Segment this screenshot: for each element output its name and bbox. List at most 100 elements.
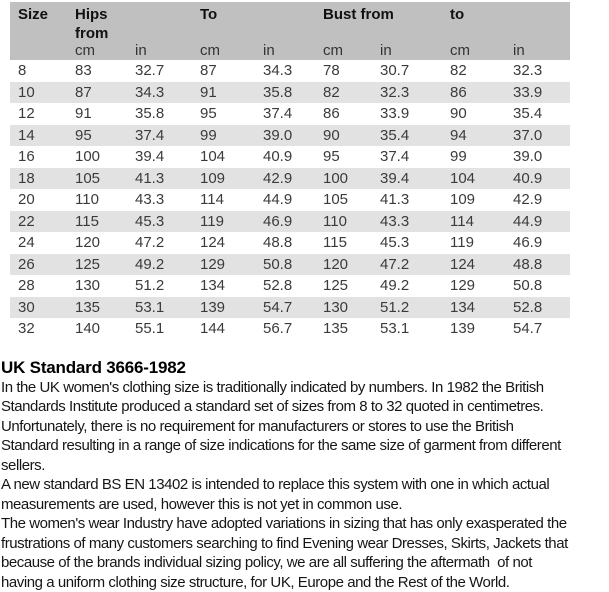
cell-hips-to-in: 40.9 [255,146,315,168]
cell-bust-to-cm: 86 [442,82,505,104]
cell-bust-from-cm: 115 [315,232,372,254]
cell-bust-to-in: 46.9 [505,232,570,254]
cell-hips-from-in: 53.1 [127,297,192,319]
cell-bust-to-cm: 109 [442,189,505,211]
cell-bust-to-cm: 104 [442,168,505,190]
cell-hips-from-in: 39.4 [127,146,192,168]
cell-hips-to-in: 35.8 [255,82,315,104]
cell-hips-to-cm: 144 [192,318,255,340]
cell-bust-from-cm: 135 [315,318,372,340]
cell-bust-from-in: 51.2 [372,297,442,319]
cell-bust-to-cm: 99 [442,146,505,168]
article-paragraph: A new standard BS EN 13402 is intended t… [1,475,609,514]
cell-bust-from-cm: 120 [315,254,372,276]
cell-hips-from-in: 32.7 [127,60,192,82]
paragraph-line: having a uniform clothing size structure… [1,573,609,592]
cell-hips-to-cm: 124 [192,232,255,254]
cell-bust-from-in: 47.2 [372,254,442,276]
cell-bust-to-in: 52.8 [505,297,570,319]
cell-size: 30 [10,297,67,319]
cell-bust-to-cm: 139 [442,318,505,340]
cell-hips-from-cm: 105 [67,168,127,190]
cell-size: 26 [10,254,67,276]
cell-hips-to-cm: 99 [192,125,255,147]
unit-header-hips-from-cm: cm [67,43,127,60]
cell-bust-from-cm: 86 [315,103,372,125]
cell-hips-from-cm: 91 [67,103,127,125]
cell-hips-from-cm: 95 [67,125,127,147]
cell-bust-to-in: 44.9 [505,211,570,233]
cell-hips-to-in: 52.8 [255,275,315,297]
cell-bust-to-cm: 129 [442,275,505,297]
cell-size: 14 [10,125,67,147]
cell-bust-to-cm: 90 [442,103,505,125]
cell-bust-from-cm: 78 [315,60,372,82]
cell-hips-to-cm: 91 [192,82,255,104]
header-spacer [255,2,315,43]
cell-hips-from-in: 49.2 [127,254,192,276]
cell-bust-from-in: 32.3 [372,82,442,104]
unit-header-bust-to-cm: cm [442,43,505,60]
cell-hips-from-in: 51.2 [127,275,192,297]
cell-hips-to-cm: 114 [192,189,255,211]
cell-bust-to-cm: 119 [442,232,505,254]
header-size-label: Size [10,2,67,43]
cell-hips-from-in: 55.1 [127,318,192,340]
cell-bust-from-in: 33.9 [372,103,442,125]
paragraph-line: frustrations of many customers searching… [1,534,609,554]
article-paragraph: The women's wear Industry have adopted v… [1,514,609,592]
cell-hips-from-cm: 110 [67,189,127,211]
cell-hips-from-cm: 83 [67,60,127,82]
cell-bust-to-cm: 134 [442,297,505,319]
cell-bust-to-cm: 114 [442,211,505,233]
cell-hips-to-in: 42.9 [255,168,315,190]
cell-hips-to-in: 39.0 [255,125,315,147]
cell-hips-to-cm: 134 [192,275,255,297]
paragraph-line: measurements are used, however this is n… [1,495,609,515]
cell-bust-from-in: 49.2 [372,275,442,297]
cell-hips-to-in: 48.8 [255,232,315,254]
cell-hips-to-in: 54.7 [255,297,315,319]
cell-bust-to-cm: 82 [442,60,505,82]
cell-bust-from-cm: 125 [315,275,372,297]
unit-header-hips-to-in: in [255,43,315,60]
cell-hips-from-cm: 87 [67,82,127,104]
cell-bust-to-cm: 124 [442,254,505,276]
cell-hips-from-cm: 130 [67,275,127,297]
cell-bust-to-in: 33.9 [505,82,570,104]
paragraph-line: Standard resulting in a range of size in… [1,436,609,456]
header-hips-to-label: To [192,2,255,43]
cell-hips-to-cm: 129 [192,254,255,276]
cell-bust-to-in: 48.8 [505,254,570,276]
header-spacer [127,2,192,43]
cell-hips-to-in: 46.9 [255,211,315,233]
unit-header-bust-to-in: in [505,43,570,60]
cell-bust-from-in: 37.4 [372,146,442,168]
cell-hips-from-in: 34.3 [127,82,192,104]
cell-hips-to-in: 50.8 [255,254,315,276]
cell-bust-from-cm: 110 [315,211,372,233]
cell-hips-from-cm: 120 [67,232,127,254]
cell-bust-from-cm: 90 [315,125,372,147]
article-heading: UK Standard 3666-1982 [1,358,609,378]
cell-bust-from-in: 53.1 [372,318,442,340]
table-header-units-row: cm in cm in cm in cm in [10,43,570,60]
cell-hips-to-cm: 119 [192,211,255,233]
cell-hips-to-cm: 104 [192,146,255,168]
paragraph-line: sellers. [1,456,609,476]
cell-size: 32 [10,318,67,340]
unit-header-bust-from-in: in [372,43,442,60]
cell-hips-from-cm: 100 [67,146,127,168]
unit-header-bust-from-cm: cm [315,43,372,60]
cell-bust-from-in: 30.7 [372,60,442,82]
cell-bust-to-cm: 94 [442,125,505,147]
size-chart-table: Size Hips from To Bust from to cm in cm … [10,2,570,340]
